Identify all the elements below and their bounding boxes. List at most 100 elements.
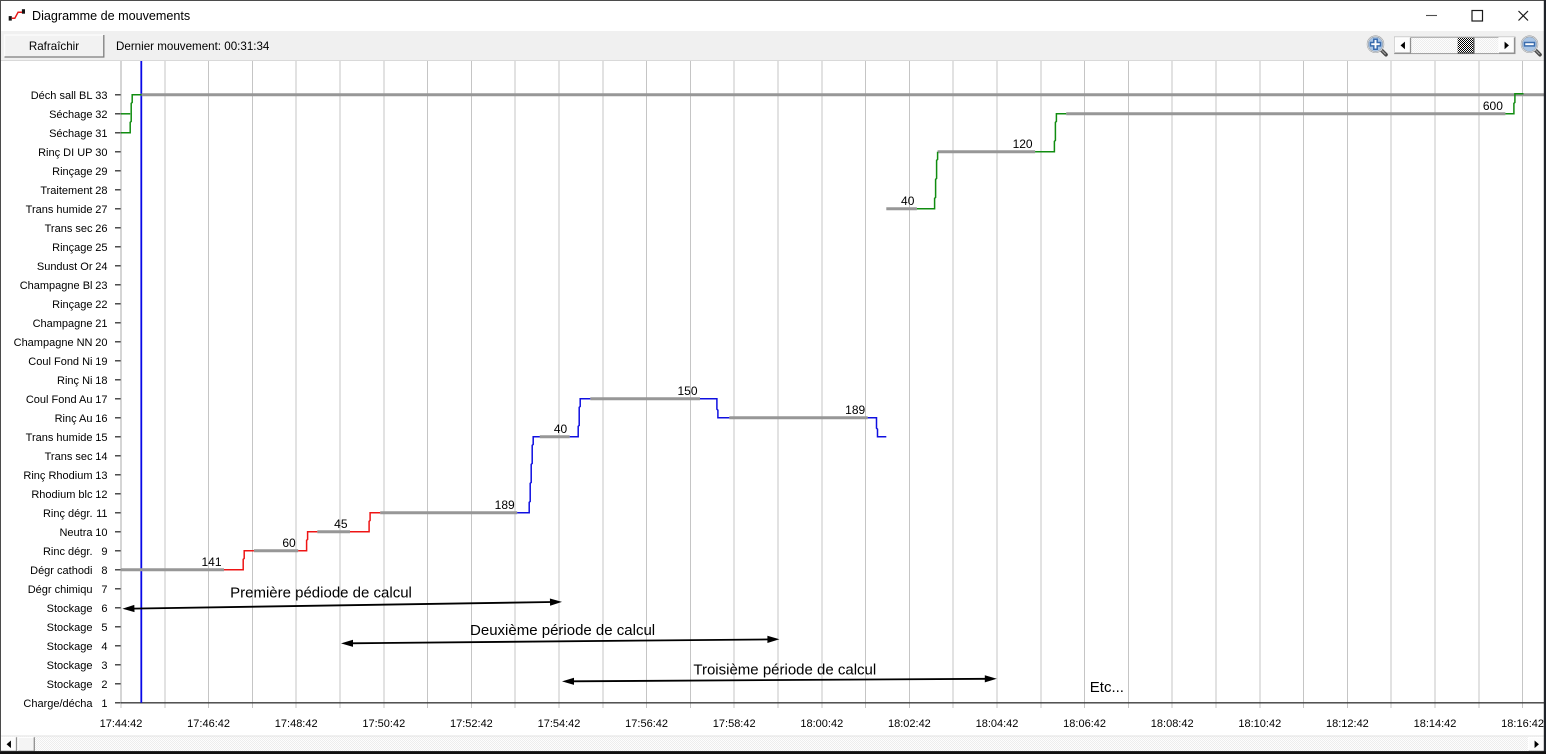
svg-text:Rinç Rhodium: Rinç Rhodium <box>23 470 92 482</box>
svg-text:32: 32 <box>95 109 107 121</box>
svg-text:Stockage: Stockage <box>47 641 93 653</box>
svg-text:Trans sec: Trans sec <box>45 223 93 235</box>
svg-text:45: 45 <box>334 517 348 531</box>
svg-text:17:48:42: 17:48:42 <box>275 718 318 730</box>
svg-text:16: 16 <box>95 413 107 425</box>
svg-text:Déch sall BL: Déch sall BL <box>31 90 93 102</box>
svg-text:Charge/décha: Charge/décha <box>23 698 93 710</box>
svg-text:Traitement: Traitement <box>40 185 92 197</box>
svg-text:Rinç DI UP: Rinç DI UP <box>38 147 92 159</box>
svg-text:27: 27 <box>95 204 107 216</box>
svg-text:Stockage: Stockage <box>47 622 93 634</box>
svg-text:17:52:42: 17:52:42 <box>450 718 493 730</box>
svg-text:17:44:42: 17:44:42 <box>100 718 143 730</box>
svg-text:40: 40 <box>554 422 568 436</box>
svg-text:Champagne: Champagne <box>33 318 93 330</box>
svg-text:17:46:42: 17:46:42 <box>187 718 230 730</box>
svg-text:4: 4 <box>101 641 107 653</box>
svg-text:Troisième période de calcul: Troisième période de calcul <box>693 662 876 679</box>
svg-text:18:00:42: 18:00:42 <box>800 718 843 730</box>
svg-text:8: 8 <box>101 565 107 577</box>
svg-text:600: 600 <box>1483 99 1503 113</box>
svg-text:18:04:42: 18:04:42 <box>976 718 1019 730</box>
svg-text:25: 25 <box>95 242 107 254</box>
svg-text:17:50:42: 17:50:42 <box>362 718 405 730</box>
svg-text:Coul Fond Ni: Coul Fond Ni <box>28 356 92 368</box>
svg-text:29: 29 <box>95 166 107 178</box>
svg-text:Rinç Ni: Rinç Ni <box>57 375 92 387</box>
svg-text:Rinçage: Rinçage <box>52 299 92 311</box>
svg-text:18:14:42: 18:14:42 <box>1414 718 1457 730</box>
svg-text:Coul Fond Au: Coul Fond Au <box>26 394 93 406</box>
svg-text:Dégr cathodi: Dégr cathodi <box>30 565 92 577</box>
svg-text:6: 6 <box>101 603 107 615</box>
svg-text:Stockage: Stockage <box>47 603 93 615</box>
svg-text:18:10:42: 18:10:42 <box>1238 718 1281 730</box>
svg-text:17:56:42: 17:56:42 <box>625 718 668 730</box>
svg-text:22: 22 <box>95 299 107 311</box>
svg-text:11: 11 <box>96 508 107 520</box>
svg-text:19: 19 <box>95 356 107 368</box>
svg-text:Séchage: Séchage <box>49 128 92 140</box>
svg-text:Stockage: Stockage <box>47 679 93 691</box>
svg-text:18: 18 <box>95 375 107 387</box>
svg-text:18:16:42: 18:16:42 <box>1501 718 1544 730</box>
svg-text:21: 21 <box>95 318 107 330</box>
svg-text:5: 5 <box>101 622 107 634</box>
svg-text:18:06:42: 18:06:42 <box>1063 718 1106 730</box>
svg-text:Stockage: Stockage <box>47 660 93 672</box>
svg-text:Deuxième période de calcul: Deuxième période de calcul <box>470 622 655 639</box>
svg-text:18:02:42: 18:02:42 <box>888 718 931 730</box>
svg-text:Neutra: Neutra <box>59 527 93 539</box>
svg-text:30: 30 <box>95 147 107 159</box>
svg-text:13: 13 <box>95 470 107 482</box>
svg-text:Trans sec: Trans sec <box>45 451 93 463</box>
svg-text:Champagne NN: Champagne NN <box>14 337 93 349</box>
svg-text:17:54:42: 17:54:42 <box>538 718 581 730</box>
svg-text:Trans humide: Trans humide <box>26 432 93 444</box>
svg-text:1: 1 <box>101 698 107 710</box>
svg-text:10: 10 <box>95 527 107 539</box>
svg-text:26: 26 <box>95 223 107 235</box>
svg-text:Sundust Or: Sundust Or <box>37 261 93 273</box>
svg-text:20: 20 <box>95 337 107 349</box>
svg-text:189: 189 <box>845 403 865 417</box>
svg-text:141: 141 <box>201 555 221 569</box>
svg-text:120: 120 <box>1013 137 1033 151</box>
svg-text:28: 28 <box>95 185 107 197</box>
svg-text:33: 33 <box>95 90 107 102</box>
svg-text:150: 150 <box>677 384 697 398</box>
svg-text:17: 17 <box>95 394 107 406</box>
svg-text:Rinç Au: Rinç Au <box>55 413 93 425</box>
svg-text:2: 2 <box>101 679 107 691</box>
svg-text:31: 31 <box>95 128 107 140</box>
svg-text:Diagramme de mouvements: Diagramme de mouvements <box>32 9 190 23</box>
svg-text:Etc...: Etc... <box>1090 679 1124 696</box>
svg-text:14: 14 <box>95 451 107 463</box>
svg-text:60: 60 <box>282 536 296 550</box>
svg-text:Champagne Bl: Champagne Bl <box>20 280 93 292</box>
svg-text:40: 40 <box>901 194 915 208</box>
svg-text:Rhodium blc: Rhodium blc <box>31 489 93 501</box>
svg-text:Première pédiode de calcul: Première pédiode de calcul <box>230 585 412 602</box>
svg-text:Rinç dégr.: Rinç dégr. <box>43 508 93 520</box>
svg-text:Dernier mouvement: 00:31:34: Dernier mouvement: 00:31:34 <box>116 40 270 53</box>
svg-text:9: 9 <box>101 546 107 558</box>
svg-text:3: 3 <box>101 660 107 672</box>
svg-text:189: 189 <box>495 498 515 512</box>
svg-text:Rafraîchir: Rafraîchir <box>29 40 79 53</box>
svg-text:18:08:42: 18:08:42 <box>1151 718 1194 730</box>
svg-text:18:12:42: 18:12:42 <box>1326 718 1369 730</box>
svg-text:12: 12 <box>95 489 107 501</box>
svg-text:24: 24 <box>95 261 107 273</box>
svg-text:Rinc dégr.: Rinc dégr. <box>43 546 93 558</box>
svg-text:17:58:42: 17:58:42 <box>713 718 756 730</box>
svg-text:Dégr chimiqu: Dégr chimiqu <box>28 584 93 596</box>
svg-text:Rinçage: Rinçage <box>52 166 92 178</box>
svg-text:Trans humide: Trans humide <box>26 204 93 216</box>
svg-text:Séchage: Séchage <box>49 109 92 121</box>
svg-text:15: 15 <box>95 432 107 444</box>
svg-text:7: 7 <box>101 584 107 596</box>
svg-text:Rinçage: Rinçage <box>52 242 92 254</box>
svg-text:23: 23 <box>95 280 107 292</box>
